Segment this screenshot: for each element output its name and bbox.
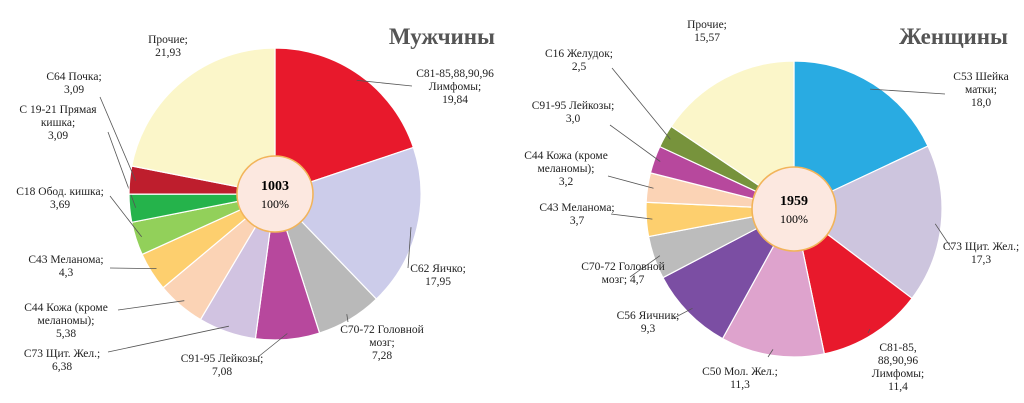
leader-line bbox=[607, 175, 654, 189]
leader-line bbox=[107, 131, 137, 208]
center-disc bbox=[751, 166, 837, 252]
center-total: 1003 bbox=[261, 179, 289, 194]
leader-line bbox=[934, 223, 953, 250]
center-total: 1959 bbox=[780, 194, 808, 209]
slice-label: C91-95 Лейкозы; 7,08 bbox=[181, 353, 264, 378]
leader-line bbox=[629, 255, 661, 278]
slice-label: C70-72 Головной мозг; 4,7 bbox=[581, 261, 665, 286]
slice-label: C50 Мол. Жел.; 11,3 bbox=[702, 366, 778, 391]
slice-label: C62 Яичко; 17,95 bbox=[410, 263, 466, 288]
leader-line bbox=[767, 349, 774, 358]
slice-label: C81-85,88,90,96 Лимфомы; 19,84 bbox=[416, 68, 494, 106]
center-disc bbox=[236, 155, 314, 233]
slice-label: C91-95 Лейкозы; 3,0 bbox=[532, 100, 615, 125]
pie-chart-women: C53 Шейка матки; 18,0 C73 Щит. Жел.; 17,3 C81… bbox=[524, 19, 1019, 393]
slice-label: C 19-21 Прямая кишка; 3,09 bbox=[19, 104, 97, 142]
center-percent: 100% bbox=[261, 197, 289, 211]
pie-slice bbox=[670, 60, 795, 211]
leader-line bbox=[257, 333, 288, 358]
slice-label: C70-72 Головной мозг; 7,28 bbox=[340, 324, 424, 362]
pie-slice bbox=[792, 145, 943, 300]
slice-label: Прочие; 21,93 bbox=[148, 34, 188, 59]
slice-label: C73 Щит. Жел.; 6,38 bbox=[24, 348, 100, 373]
slice-label: C43 Меланома; 3,7 bbox=[539, 202, 614, 227]
leader-line bbox=[346, 314, 349, 323]
leader-line bbox=[99, 96, 136, 181]
slice-label: C53 Шейка матки; 18,0 bbox=[953, 71, 1008, 109]
leader-line bbox=[671, 307, 693, 320]
slice-label: C64 Почка; 3,09 bbox=[46, 71, 101, 96]
pie-slice bbox=[793, 60, 929, 210]
leader-line bbox=[107, 325, 229, 353]
pie-slice bbox=[274, 47, 415, 195]
chart-title: Мужчины bbox=[389, 24, 495, 49]
slice-label: Прочие; 15,57 bbox=[687, 19, 727, 44]
leader-line bbox=[356, 79, 413, 87]
leader-line bbox=[610, 213, 653, 220]
slice-label: C56 Яичник; 9,3 bbox=[617, 310, 680, 335]
pie-slice bbox=[131, 47, 276, 195]
leader-line bbox=[611, 67, 671, 140]
slice-label: C16 Желудок; 2,5 bbox=[545, 48, 613, 73]
slice-label: C81-85, 88,90,96 Лимфомы; 11,4 bbox=[872, 342, 924, 393]
leader-line bbox=[867, 328, 871, 334]
slice-label: C18 Обод. кишка; 3,69 bbox=[16, 186, 104, 211]
leader-line bbox=[109, 195, 143, 238]
pie-slice bbox=[662, 207, 796, 340]
slice-label: C44 Кожа (кроме меланомы); 5,38 bbox=[24, 302, 108, 340]
center-percent: 100% bbox=[780, 212, 808, 226]
leader-line bbox=[870, 88, 946, 95]
slice-label: C43 Меланома; 4,3 bbox=[28, 254, 103, 279]
leader-line bbox=[609, 124, 661, 162]
chart-title: Женщины bbox=[899, 24, 1008, 49]
leader-line bbox=[109, 267, 157, 269]
leader-line bbox=[117, 300, 185, 311]
leader-line bbox=[407, 227, 412, 269]
slice-label: C73 Щит. Жел.; 17,3 bbox=[943, 241, 1019, 266]
slice-label: C44 Кожа (кроме меланомы); 3,2 bbox=[524, 150, 608, 188]
pie-chart-men: C81-85,88,90,96 Лимфомы; 19,84 C62 Яичко; 17… bbox=[16, 24, 495, 378]
pie-slice bbox=[793, 207, 913, 355]
